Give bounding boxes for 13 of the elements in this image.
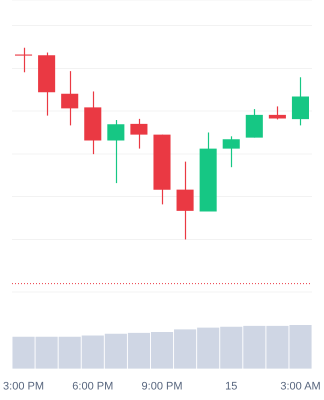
x-tick-label: 3:00 PM bbox=[3, 380, 44, 392]
x-tick-label: 6:00 PM bbox=[72, 380, 114, 392]
candlestick bbox=[176, 161, 194, 240]
candlestick bbox=[130, 118, 148, 150]
x-tick-label: 3:00 AM bbox=[280, 380, 321, 392]
x-tick-label: 9:00 PM bbox=[142, 380, 183, 392]
candlestick bbox=[222, 136, 240, 168]
candlestick bbox=[61, 70, 78, 126]
candlestick bbox=[246, 108, 263, 138]
candlestick bbox=[107, 119, 124, 184]
candlestick bbox=[268, 106, 286, 120]
candlestick bbox=[292, 76, 309, 126]
x-tick-label: 15 bbox=[225, 380, 238, 392]
